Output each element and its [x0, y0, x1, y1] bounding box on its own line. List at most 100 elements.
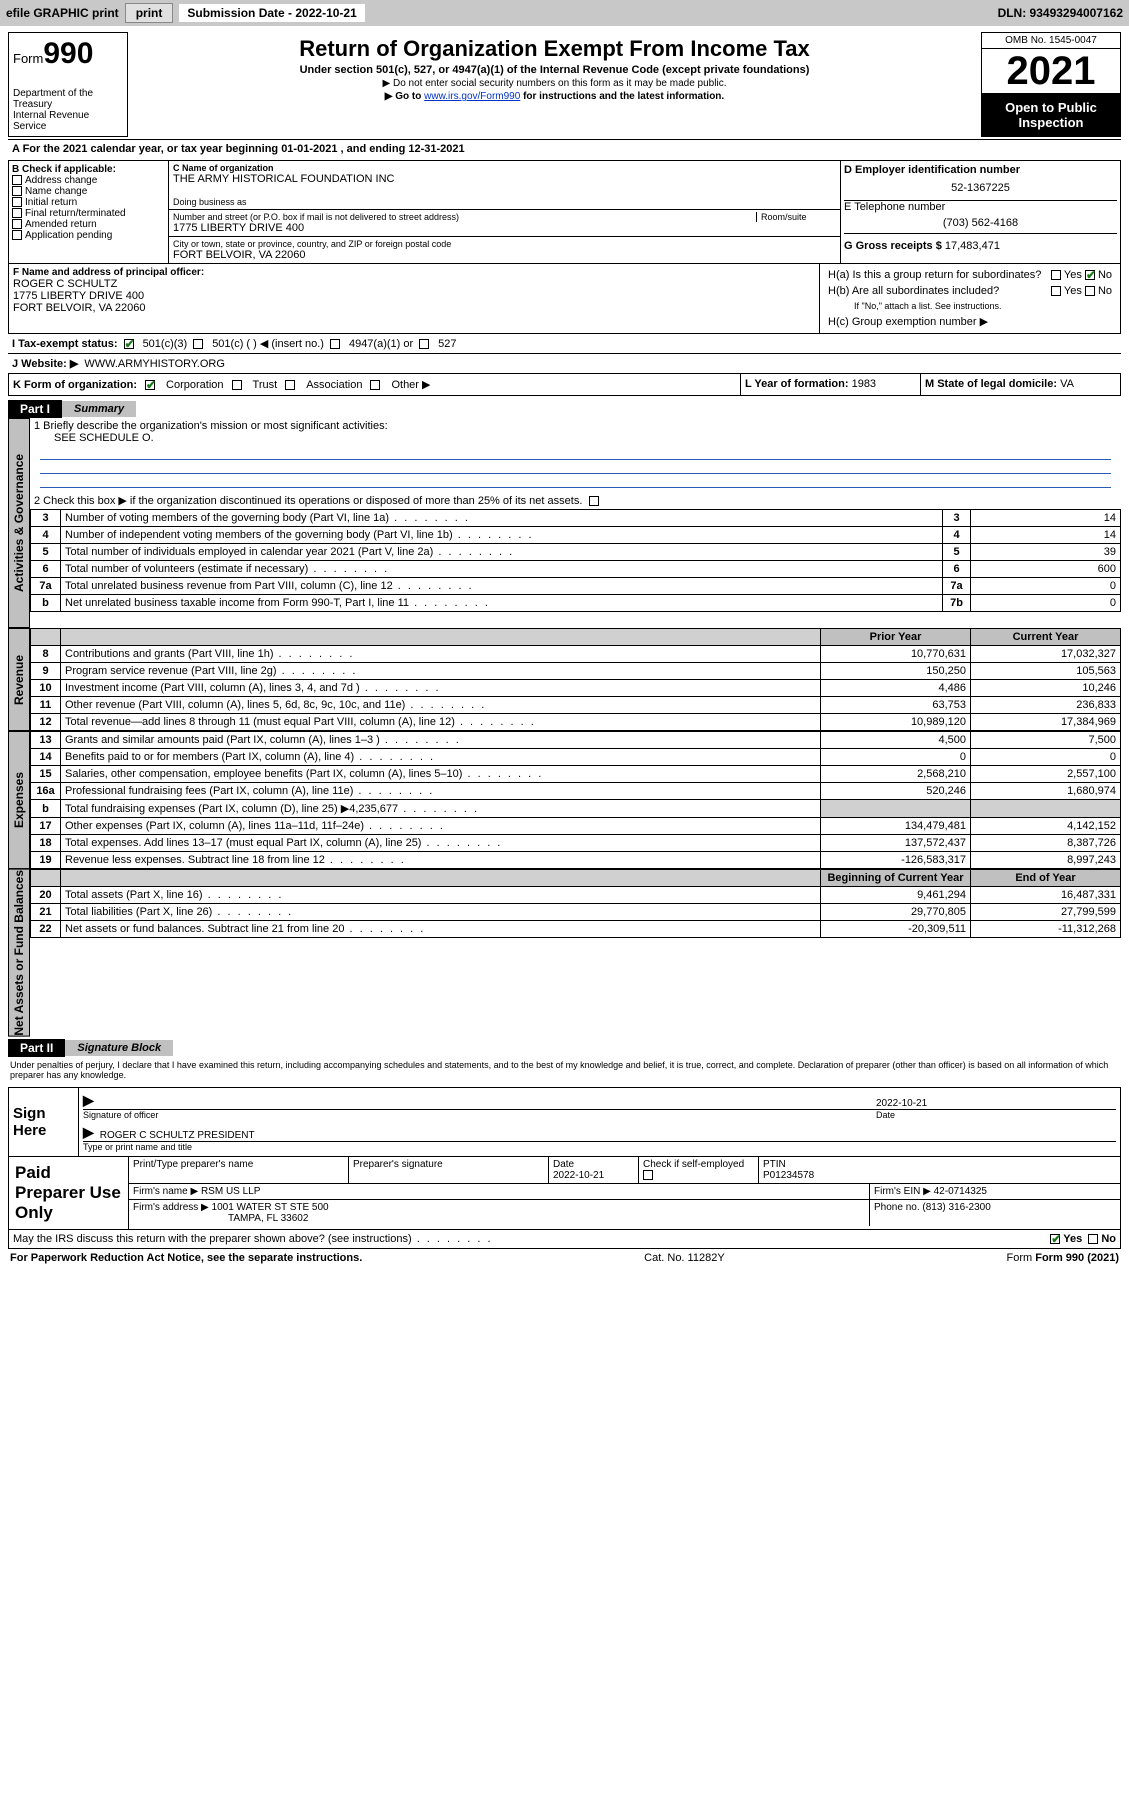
dba-label: Doing business as	[173, 197, 836, 207]
org-name: THE ARMY HISTORICAL FOUNDATION INC	[173, 173, 836, 185]
checkbox-amended-return[interactable]: Amended return	[12, 219, 165, 230]
checkbox-name-change[interactable]: Name change	[12, 186, 165, 197]
vbar-revenue: Revenue	[8, 628, 30, 731]
firm-addr2: TAMPA, FL 33602	[133, 1213, 308, 1224]
ein-label: D Employer identification number	[844, 164, 1117, 176]
phone-label: E Telephone number	[844, 201, 1117, 213]
ptin-value: P01234578	[763, 1170, 1116, 1181]
hb-no-checkbox[interactable]	[1085, 286, 1095, 296]
print-button[interactable]: print	[125, 3, 174, 23]
officer-addr2: FORT BELVOIR, VA 22060	[13, 302, 815, 314]
form-footer: Form Form 990 (2021)	[1007, 1252, 1120, 1264]
hb-yes-checkbox[interactable]	[1051, 286, 1061, 296]
year-formation: 1983	[852, 378, 876, 390]
submission-date: Submission Date - 2022-10-21	[179, 4, 364, 22]
form-number: Form990	[13, 37, 123, 71]
sig-date-label: Date	[876, 1110, 1116, 1120]
q2-checkbox[interactable]	[589, 496, 599, 506]
col-b-heading: B Check if applicable:	[12, 164, 165, 175]
discuss-question: May the IRS discuss this return with the…	[13, 1233, 1050, 1245]
section-bcd: B Check if applicable: Address change Na…	[8, 160, 1121, 264]
checkbox-final-return[interactable]: Final return/terminated	[12, 208, 165, 219]
tax-year: 2021	[981, 49, 1121, 94]
room-label: Room/suite	[756, 212, 836, 222]
table-expenses: 13Grants and similar amounts paid (Part …	[30, 731, 1121, 869]
sig-officer-label: Signature of officer	[83, 1110, 876, 1120]
sign-here-label: Sign Here	[9, 1088, 79, 1156]
officer-label: F Name and address of principal officer:	[13, 267, 815, 278]
q2-text: 2 Check this box ▶ if the organization d…	[30, 492, 1121, 509]
note-link: ▶ Go to www.irs.gov/Form990 for instruct…	[138, 91, 971, 102]
cat-no: Cat. No. 11282Y	[644, 1252, 725, 1264]
checkbox-address-change[interactable]: Address change	[12, 175, 165, 186]
ha-no-checkbox[interactable]	[1085, 270, 1095, 280]
table-governance: 3Number of voting members of the governi…	[30, 509, 1121, 612]
omb-number: OMB No. 1545-0047	[981, 32, 1121, 49]
addr-label: Number and street (or P.O. box if mail i…	[173, 212, 756, 222]
form-title: Return of Organization Exempt From Incom…	[138, 36, 971, 62]
section-i: I Tax-exempt status: 501(c)(3) 501(c) ( …	[8, 334, 1121, 354]
i-4947-checkbox[interactable]	[330, 339, 340, 349]
efile-label: efile GRAPHIC print	[6, 6, 119, 20]
k-other-checkbox[interactable]	[370, 380, 380, 390]
section-j: J Website: ▶ WWW.ARMYHISTORY.ORG	[8, 354, 1121, 374]
i-501c3-checkbox[interactable]	[124, 339, 134, 349]
open-public: Open to Public Inspection	[981, 94, 1121, 137]
sig-name-label: Type or print name and title	[83, 1142, 1116, 1152]
form-header: Form990 Department of the Treasury Inter…	[8, 32, 1121, 137]
paid-preparer-label: Paid Preparer Use Only	[9, 1157, 129, 1229]
k-assoc-checkbox[interactable]	[285, 380, 295, 390]
gross-label: G Gross receipts $	[844, 240, 942, 252]
firm-phone: (813) 316-2300	[922, 1202, 990, 1213]
form-subtitle: Under section 501(c), 527, or 4947(a)(1)…	[138, 64, 971, 76]
discuss-yes-checkbox[interactable]	[1050, 1234, 1060, 1244]
city-label: City or town, state or province, country…	[173, 239, 836, 249]
ha-row: H(a) Is this a group return for subordin…	[824, 267, 1116, 283]
state-domicile: VA	[1060, 378, 1074, 390]
phone-value: (703) 562-4168	[844, 213, 1117, 233]
discuss-no-checkbox[interactable]	[1088, 1234, 1098, 1244]
table-netassets: Beginning of Current YearEnd of Year20To…	[30, 869, 1121, 938]
dept-label: Department of the Treasury Internal Reve…	[13, 88, 123, 132]
section-klm: K Form of organization: Corporation Trus…	[8, 374, 1121, 396]
q1-label: 1 Briefly describe the organization's mi…	[34, 420, 1117, 432]
org-name-label: C Name of organization	[173, 163, 836, 173]
section-fgh: F Name and address of principal officer:…	[8, 264, 1121, 334]
declaration: Under penalties of perjury, I declare th…	[8, 1057, 1121, 1083]
note-ssn: ▶ Do not enter social security numbers o…	[138, 78, 971, 89]
officer-name: ROGER C SCHULTZ	[13, 278, 815, 290]
firm-addr1: 1001 WATER ST STE 500	[212, 1202, 329, 1213]
section-a: A For the 2021 calendar year, or tax yea…	[8, 139, 1121, 158]
i-501c-checkbox[interactable]	[193, 339, 203, 349]
part2-header: Part II	[8, 1039, 65, 1057]
part1-title: Summary	[62, 401, 136, 417]
sign-here-block: Sign Here ▶ Signature of officer 2022-10…	[8, 1087, 1121, 1157]
hb-row: H(b) Are all subordinates included? Yes …	[824, 283, 1116, 299]
gross-value: 17,483,471	[945, 240, 1000, 252]
pra-notice: For Paperwork Reduction Act Notice, see …	[10, 1252, 362, 1264]
sig-date: 2022-10-21	[876, 1092, 1116, 1110]
irs-link[interactable]: www.irs.gov/Form990	[424, 91, 520, 102]
vbar-governance: Activities & Governance	[8, 418, 30, 628]
hb-note: If "No," attach a list. See instructions…	[824, 299, 1116, 313]
paid-preparer-block: Paid Preparer Use Only Print/Type prepar…	[8, 1157, 1121, 1230]
hc-row: H(c) Group exemption number ▶	[824, 313, 1116, 330]
addr-value: 1775 LIBERTY DRIVE 400	[173, 222, 836, 234]
part1-body: Activities & Governance 1 Briefly descri…	[8, 418, 1121, 628]
vbar-expenses: Expenses	[8, 731, 30, 869]
checkbox-initial-return[interactable]: Initial return	[12, 197, 165, 208]
city-value: FORT BELVOIR, VA 22060	[173, 249, 836, 261]
part1-header: Part I	[8, 400, 62, 418]
ha-yes-checkbox[interactable]	[1051, 270, 1061, 280]
checkbox-application-pending[interactable]: Application pending	[12, 230, 165, 241]
firm-name: RSM US LLP	[201, 1186, 260, 1197]
sig-name: ROGER C SCHULTZ PRESIDENT	[100, 1130, 255, 1141]
dln-label: DLN: 93493294007162	[998, 6, 1123, 20]
website-value: WWW.ARMYHISTORY.ORG	[84, 358, 225, 370]
k-trust-checkbox[interactable]	[232, 380, 242, 390]
i-527-checkbox[interactable]	[419, 339, 429, 349]
table-revenue: Prior YearCurrent Year8Contributions and…	[30, 628, 1121, 731]
self-employed-checkbox[interactable]	[643, 1170, 653, 1180]
k-corp-checkbox[interactable]	[145, 380, 155, 390]
part2-title: Signature Block	[65, 1040, 173, 1056]
